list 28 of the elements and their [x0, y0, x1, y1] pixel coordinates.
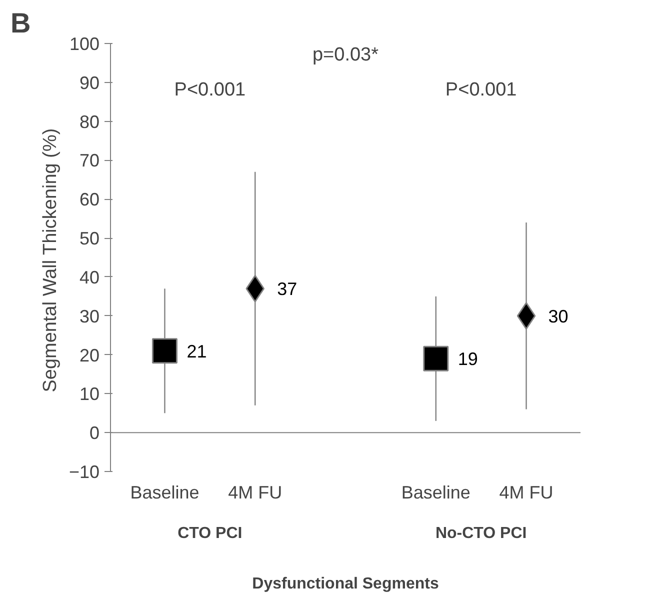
y-tick-label: 80 [79, 112, 100, 132]
y-tick-label: 0 [89, 423, 100, 444]
data-label: 30 [548, 306, 568, 326]
data-label: 19 [458, 349, 478, 370]
x-tick-label: Baseline [130, 482, 200, 502]
x-tick-label: 4M FU [228, 482, 282, 502]
y-tick-label: 50 [79, 228, 100, 249]
y-tick-label: −10 [68, 462, 100, 482]
y-tick-label: 40 [79, 267, 100, 288]
y-tick-label: 60 [79, 190, 100, 210]
x-axis-title: Dysfunctional Segments [252, 576, 439, 592]
y-tick-label: 20 [79, 345, 100, 366]
text: B [10, 8, 31, 38]
annotation: P<0.001 [445, 80, 517, 101]
text: No-CTO PCI [435, 525, 527, 542]
y-tick-label: 90 [79, 72, 100, 93]
y-tick-label: 30 [79, 306, 100, 326]
data-label: 37 [277, 279, 298, 300]
text: CTO PCI [178, 525, 242, 542]
y-axis-title: Segmental Wall Thickening (%) [40, 128, 61, 392]
y-tick-label: 10 [79, 384, 100, 404]
annotation: p=0.03* [312, 44, 380, 66]
annotation: P<0.001 [174, 80, 246, 101]
x-tick-label: 4M FU [499, 482, 554, 502]
y-tick-label: 70 [79, 150, 100, 171]
y-tick-label: 100 [69, 34, 100, 54]
x-tick-label: Baseline [401, 482, 470, 502]
data-label: 21 [186, 341, 207, 362]
